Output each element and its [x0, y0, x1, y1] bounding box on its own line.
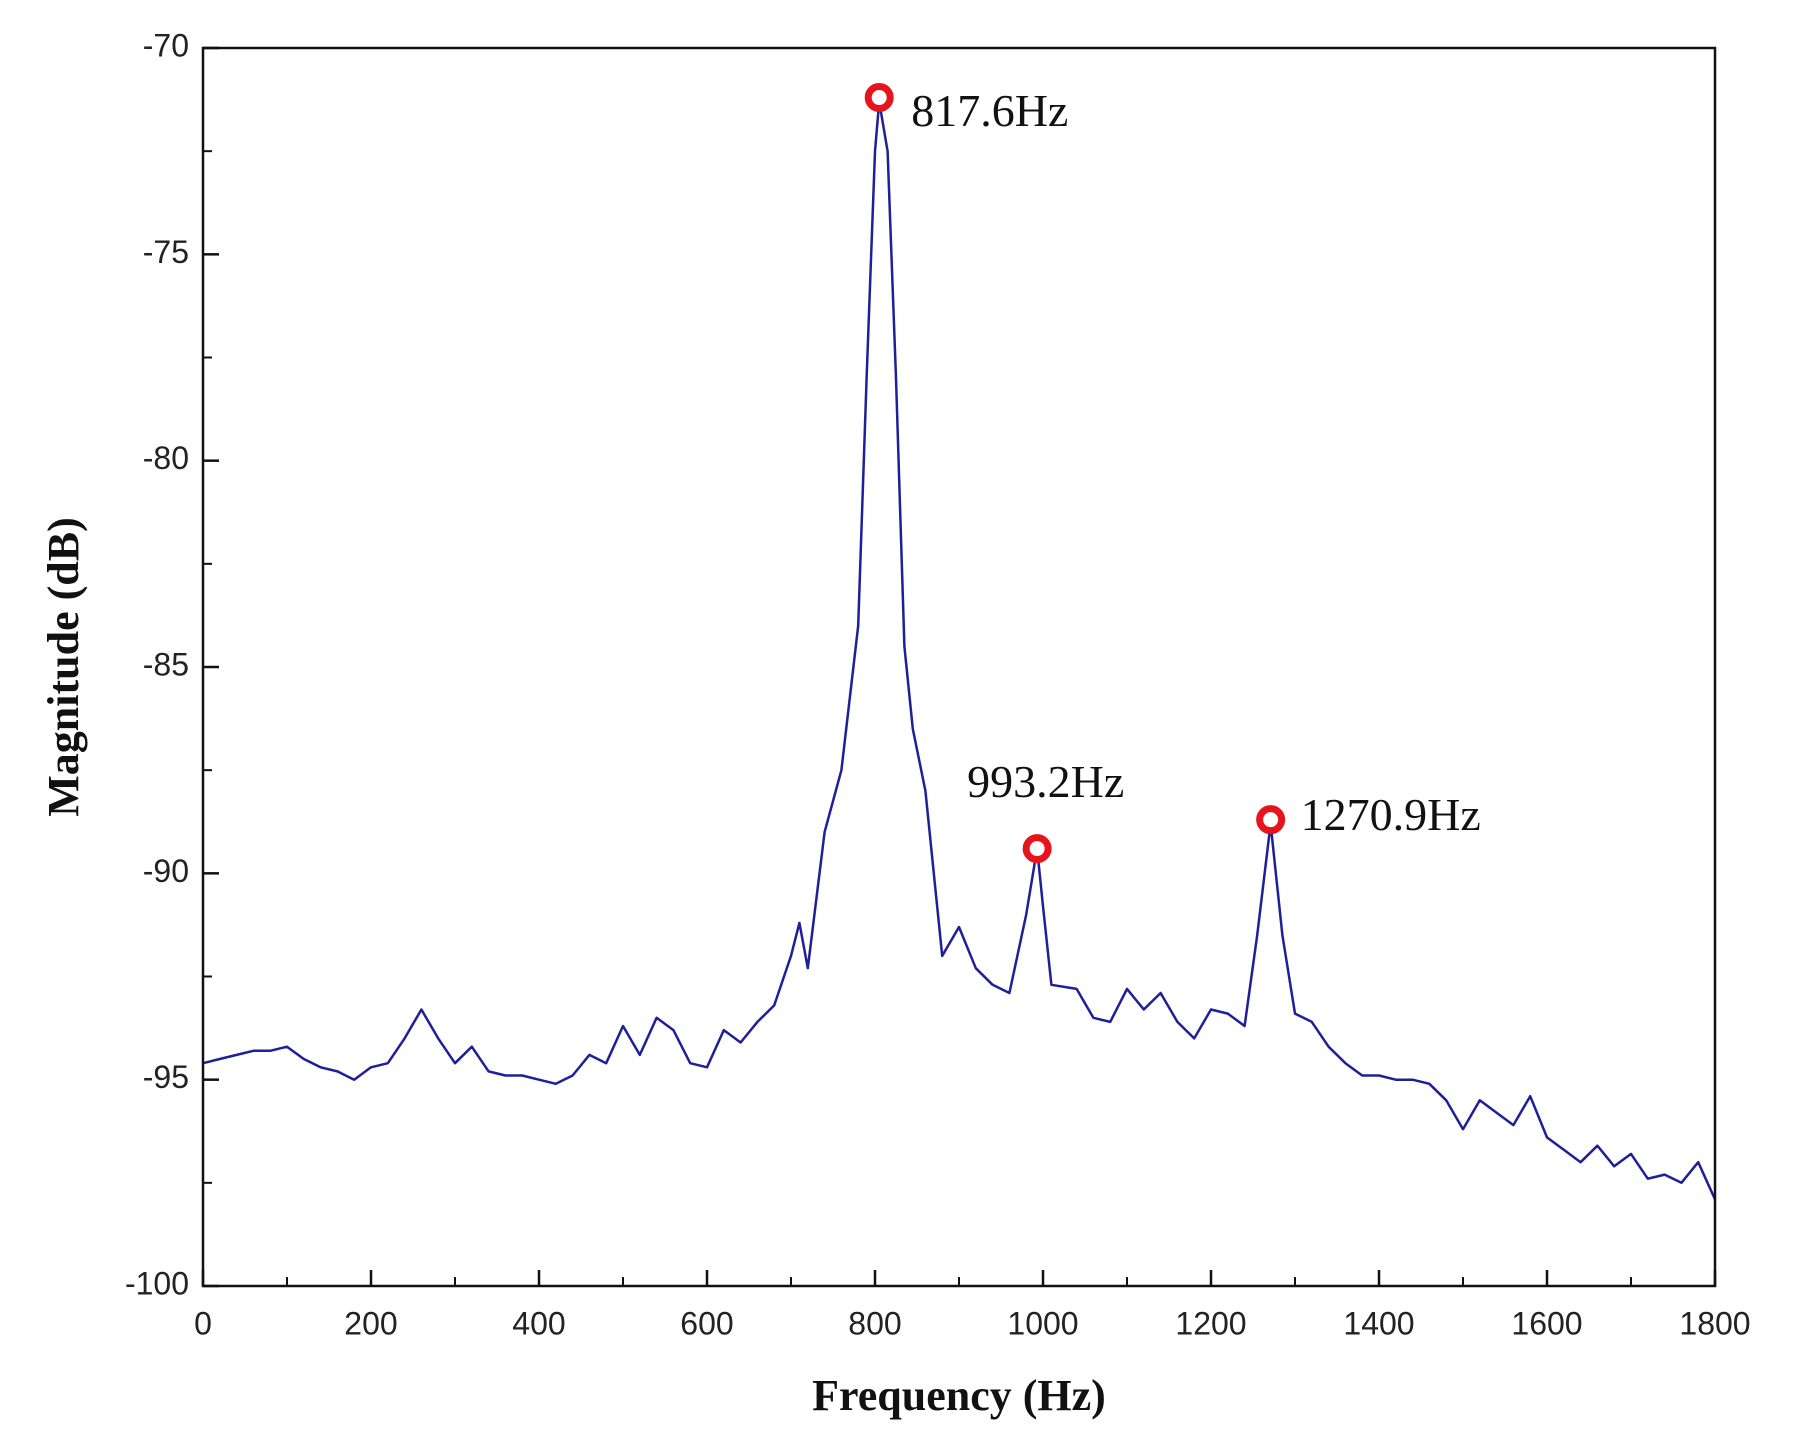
y-tick-label: -70 — [143, 27, 189, 63]
y-tick-label: -80 — [143, 440, 189, 476]
x-tick-label: 1000 — [1007, 1305, 1078, 1341]
x-tick-label: 1400 — [1343, 1305, 1414, 1341]
x-tick-label: 600 — [680, 1305, 733, 1341]
peak-label: 993.2Hz — [967, 756, 1124, 807]
x-tick-label: 0 — [194, 1305, 212, 1341]
y-tick-label: -90 — [143, 853, 189, 889]
y-tick-label: -100 — [125, 1265, 189, 1301]
peak-label: 817.6Hz — [911, 85, 1068, 136]
peak-marker — [1022, 834, 1052, 864]
x-tick-label: 1800 — [1679, 1305, 1750, 1341]
y-axis-title: Magnitude (dB) — [39, 517, 88, 816]
y-tick-label: -85 — [143, 646, 189, 682]
y-tick-label: -95 — [143, 1059, 189, 1095]
peak-marker — [864, 83, 894, 113]
spectrum-line — [202, 100, 1717, 1200]
plot-frame — [201, 46, 1717, 1288]
x-tick-label: 400 — [512, 1305, 565, 1341]
x-axis-title: Frequency (Hz) — [812, 1371, 1106, 1420]
y-tick-label: -75 — [143, 234, 189, 270]
x-tick-label: 1600 — [1511, 1305, 1582, 1341]
x-tick-label: 800 — [848, 1305, 901, 1341]
x-tick-label: 1200 — [1175, 1305, 1246, 1341]
x-tick-label: 200 — [344, 1305, 397, 1341]
peak-marker — [1256, 805, 1286, 835]
peak-label: 1270.9Hz — [1301, 789, 1481, 840]
